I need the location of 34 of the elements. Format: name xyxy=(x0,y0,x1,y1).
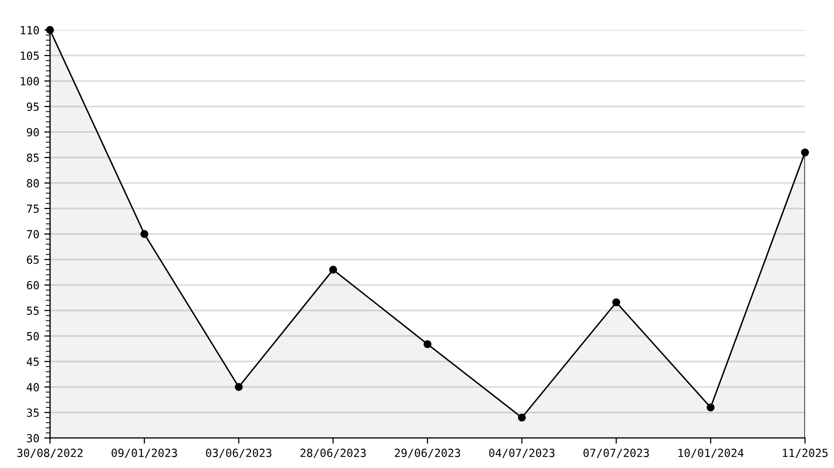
x-tick-label: 04/07/2023 xyxy=(489,448,554,458)
y-tick-label: 85 xyxy=(26,154,39,162)
x-tick-label: 11/2025 xyxy=(782,448,828,458)
x-tick-label: 10/01/2024 xyxy=(678,448,744,458)
point xyxy=(518,414,526,422)
point xyxy=(612,298,620,306)
y-tick-label: 40 xyxy=(26,383,39,392)
point xyxy=(329,266,338,274)
y-tick-label: 35 xyxy=(26,408,39,417)
y-tick-label: 45 xyxy=(26,358,39,366)
point xyxy=(140,230,148,238)
point xyxy=(801,148,809,156)
x-tick-label: 29/06/2023 xyxy=(394,448,460,458)
x-tick-label: 03/06/2023 xyxy=(206,448,272,458)
y-tick-label: 75 xyxy=(26,204,39,213)
y-tick-label: 95 xyxy=(26,102,39,111)
y-tick-label: 50 xyxy=(26,332,39,340)
x-tick-label: 28/06/2023 xyxy=(300,448,366,458)
y-tick-label: 90 xyxy=(26,128,39,136)
y-tick-label: 100 xyxy=(20,77,39,86)
point xyxy=(234,383,243,391)
y-tick-label: 60 xyxy=(26,281,39,290)
y-tick-label: 80 xyxy=(26,179,39,188)
x-tick-label: 07/07/2023 xyxy=(584,448,649,458)
y-tick-label: 110 xyxy=(20,26,39,34)
point xyxy=(424,340,432,348)
y-tick-label: 65 xyxy=(26,256,39,264)
y-tick-label: 70 xyxy=(26,230,39,238)
x-tick-label: 30/08/2022 xyxy=(17,448,83,458)
point xyxy=(706,403,715,412)
y-tick-label: 30 xyxy=(26,434,39,442)
x-tick-label: 09/01/2023 xyxy=(112,448,177,458)
y-tick-label: 105 xyxy=(20,52,39,60)
y-tick-label: 55 xyxy=(26,306,39,315)
